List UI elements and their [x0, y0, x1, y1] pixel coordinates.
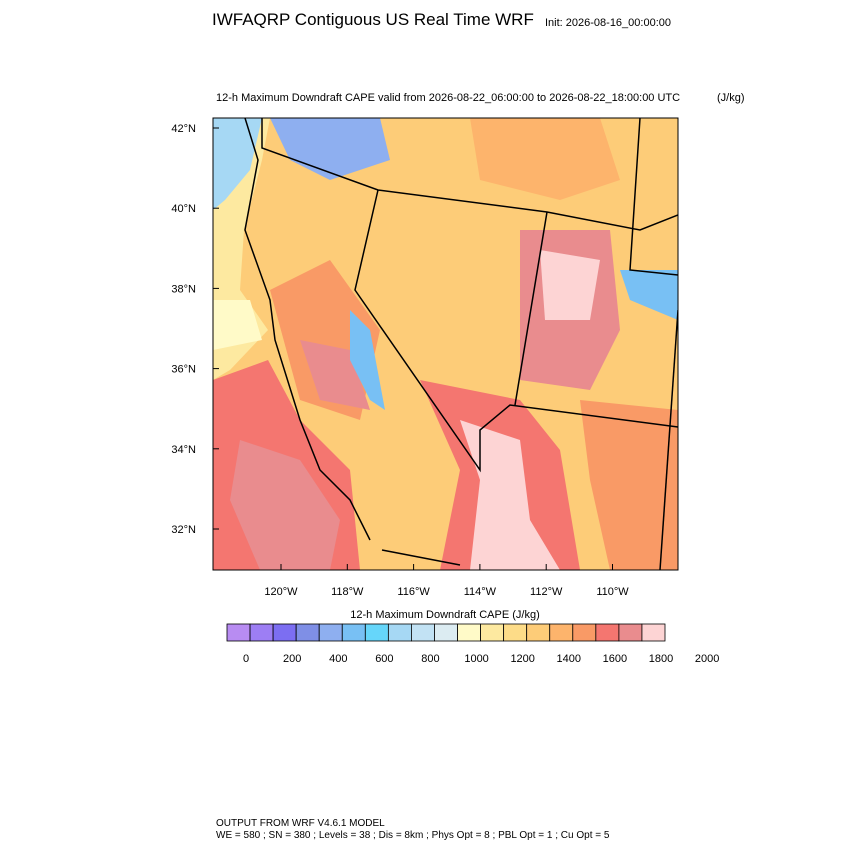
colorbar-box: [295, 623, 320, 642]
lon-label: 114°W: [464, 586, 497, 598]
lat-label: 42°N: [171, 123, 196, 135]
footer-line: WE = 580 ; SN = 380 ; Levels = 38 ; Dis …: [216, 830, 610, 841]
colorbar-box: [387, 623, 412, 642]
colorbar: 0 200 400 600 800 1000 1200 1400 1600 1800 2000: [226, 623, 719, 665]
colorbar-box: [572, 623, 597, 642]
colorbar-box: [480, 623, 505, 642]
colorbar-box: [434, 623, 458, 642]
colorbar-label: 600: [375, 653, 393, 665]
lon-label: 120°W: [264, 586, 298, 598]
lat-label: 34°N: [171, 444, 196, 456]
lat-label: 38°N: [171, 283, 196, 295]
colorbar-box: [457, 623, 481, 642]
colorbar-label: 800: [421, 653, 439, 665]
colorbar-box: [526, 623, 551, 642]
colorbar-box: [595, 623, 620, 642]
lon-label: 110°W: [596, 586, 629, 598]
colorbar-box: [641, 623, 666, 642]
map-frame: [212, 117, 679, 571]
lat-label: 40°N: [171, 203, 196, 215]
lon-label: 118°W: [331, 586, 364, 598]
colorbar-box: [549, 623, 574, 642]
colorbar-box: [411, 623, 435, 642]
map-field: [213, 118, 678, 570]
colorbar-box: [618, 623, 643, 642]
lon-axis: 120°W 118°W 116°W 114°W 112°W 110°W: [264, 564, 629, 598]
colorbar-box: [503, 623, 528, 642]
colorbar-label: 1200: [510, 653, 534, 665]
subtitle: 12-h Maximum Downdraft CAPE valid from 2…: [216, 92, 680, 104]
colorbar-box: [226, 623, 251, 642]
title: IWFAQRP Contiguous US Real Time WRF: [212, 10, 534, 29]
colorbar-label: 1800: [649, 653, 673, 665]
footer-line: OUTPUT FROM WRF V4.6.1 MODEL: [216, 818, 385, 829]
colorbar-label: 400: [329, 653, 347, 665]
init-time: Init: 2026-08-16_00:00:00: [545, 17, 671, 29]
colorbar-label: 1400: [557, 653, 581, 665]
map-boundaries: [244, 118, 678, 570]
colorbar-label: 1600: [603, 653, 627, 665]
units: (J/kg): [717, 92, 745, 104]
lat-label: 36°N: [171, 364, 196, 376]
colorbar-box: [341, 623, 366, 642]
lon-label: 116°W: [397, 586, 430, 598]
colorbar-box: [364, 623, 389, 642]
lat-axis: 42°N 40°N 38°N 36°N 34°N 32°N: [171, 123, 219, 536]
colorbar-box: [272, 623, 297, 642]
colorbar-box: [249, 623, 274, 642]
lat-label: 32°N: [171, 524, 196, 536]
colorbar-label: 2000: [695, 653, 719, 665]
colorbar-label: 0: [243, 653, 249, 665]
colorbar-title: 12-h Maximum Downdraft CAPE (J/kg): [350, 609, 540, 621]
colorbar-box: [318, 623, 343, 642]
colorbar-label: 200: [283, 653, 301, 665]
colorbar-label: 1000: [464, 653, 488, 665]
lon-label: 112°W: [530, 586, 563, 598]
